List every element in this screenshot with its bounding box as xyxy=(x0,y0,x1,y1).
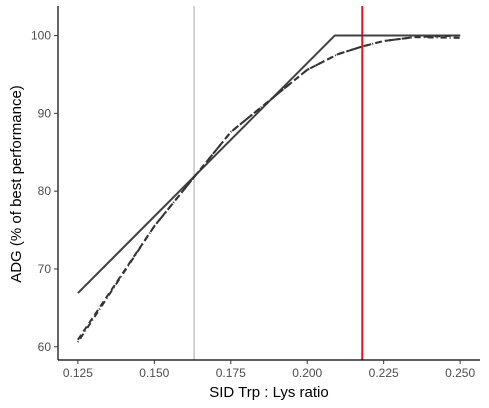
series-lines xyxy=(77,34,461,343)
y-tick-label: 60 xyxy=(38,340,52,354)
series-line-solid xyxy=(77,34,461,294)
x-tick-label: 0.125 xyxy=(63,366,93,380)
x-tick-label: 0.200 xyxy=(292,366,322,380)
x-tick-label: 0.250 xyxy=(445,366,475,380)
series-line-dotdash xyxy=(77,36,461,343)
y-tick-label: 90 xyxy=(38,106,52,120)
y-axis-ticks: 60 70 80 90 100 xyxy=(31,29,58,354)
x-axis-title: SID Trp : Lys ratio xyxy=(209,384,328,401)
x-tick-label: 0.225 xyxy=(369,366,399,380)
x-tick-label: 0.175 xyxy=(216,366,246,380)
y-tick-label: 80 xyxy=(38,184,52,198)
x-axis-ticks: 0.125 0.150 0.175 0.200 0.225 0.250 xyxy=(63,360,475,380)
series-line-dashed xyxy=(77,34,461,341)
y-tick-label: 100 xyxy=(31,29,51,43)
y-tick-label: 70 xyxy=(38,262,52,276)
axes xyxy=(57,6,480,361)
y-axis-title: ADG (% of best performance) xyxy=(8,85,25,283)
x-tick-label: 0.150 xyxy=(139,366,169,380)
reference-lines xyxy=(193,6,364,360)
